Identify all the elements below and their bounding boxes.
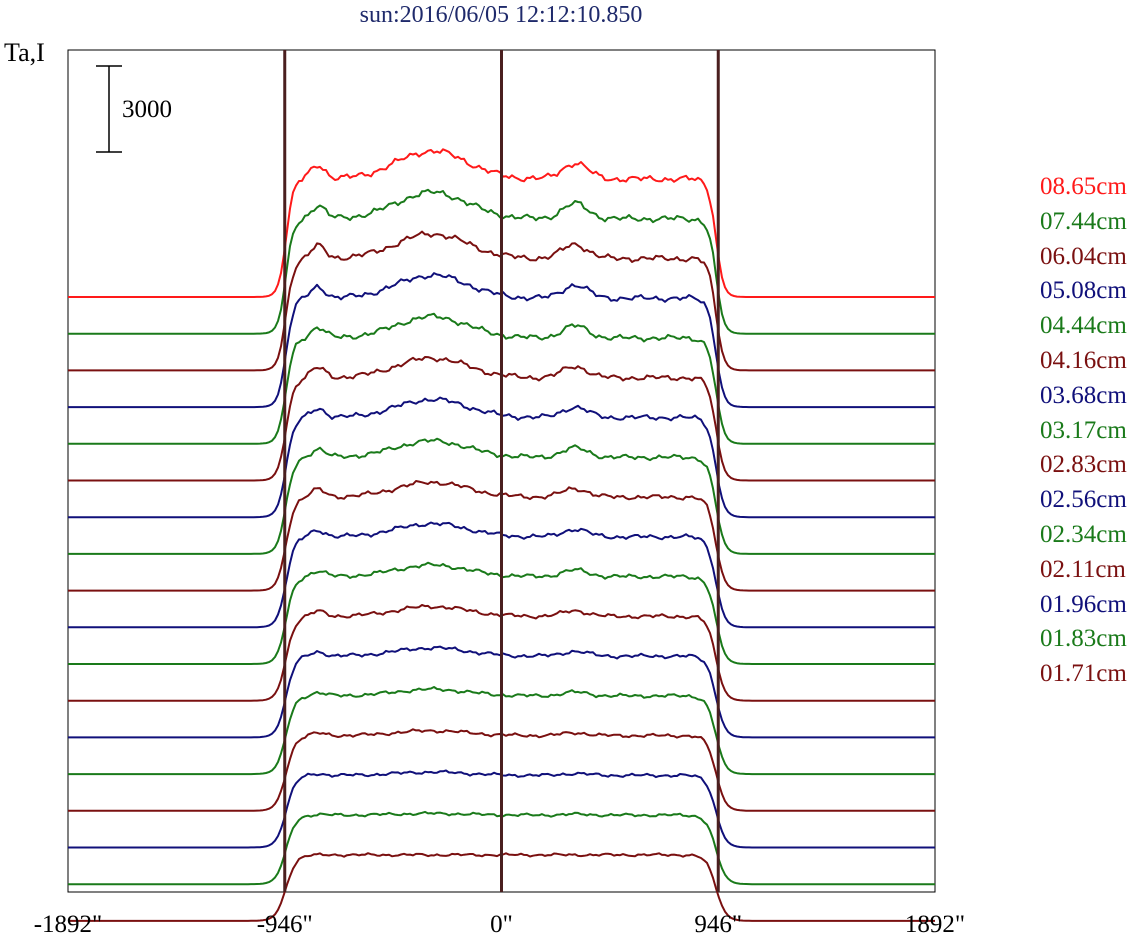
legend-item: 03.68cm bbox=[1040, 381, 1127, 409]
vertical-reference-lines bbox=[283, 50, 720, 892]
legend-item: 08.65cm bbox=[1040, 173, 1127, 200]
legend-item: 02.83cm bbox=[1040, 451, 1127, 479]
legend-item: 05.08cm bbox=[1040, 277, 1127, 305]
legend-item: 03.17cm bbox=[1040, 416, 1127, 444]
x-tick-label: 1892" bbox=[905, 911, 965, 938]
legend-item: 02.56cm bbox=[1040, 486, 1127, 514]
x-tick-label: 946" bbox=[694, 911, 742, 938]
x-tick-label: -1892" bbox=[34, 911, 103, 938]
legend-item: 07.44cm bbox=[1040, 207, 1127, 235]
legend-item: 02.11cm bbox=[1040, 555, 1126, 583]
scale-bar-label: 3000 bbox=[122, 96, 172, 123]
legend-item: 06.04cm bbox=[1040, 242, 1127, 270]
legend-item: 04.44cm bbox=[1040, 312, 1127, 340]
y-axis-label: Ta,I bbox=[4, 38, 45, 67]
legend-item: 02.34cm bbox=[1040, 520, 1127, 548]
legend-item: 01.83cm bbox=[1040, 625, 1127, 653]
legend-item: 01.96cm bbox=[1040, 590, 1127, 618]
x-tick-label: 0" bbox=[490, 911, 513, 938]
legend-item: 01.71cm bbox=[1040, 660, 1127, 688]
chart-title: sun:2016/06/05 12:12:10.850 bbox=[359, 2, 643, 28]
x-tick-labels: -1892" -946" 0" 946" 1892" bbox=[34, 911, 965, 938]
x-tick-label: -946" bbox=[257, 911, 313, 938]
legend: 08.65cm 07.44cm 06.04cm 05.08cm 04.44cm 04.16… bbox=[1040, 170, 1147, 692]
scale-bar: 3000 bbox=[96, 65, 172, 153]
legend-item: 04.16cm bbox=[1040, 346, 1127, 374]
